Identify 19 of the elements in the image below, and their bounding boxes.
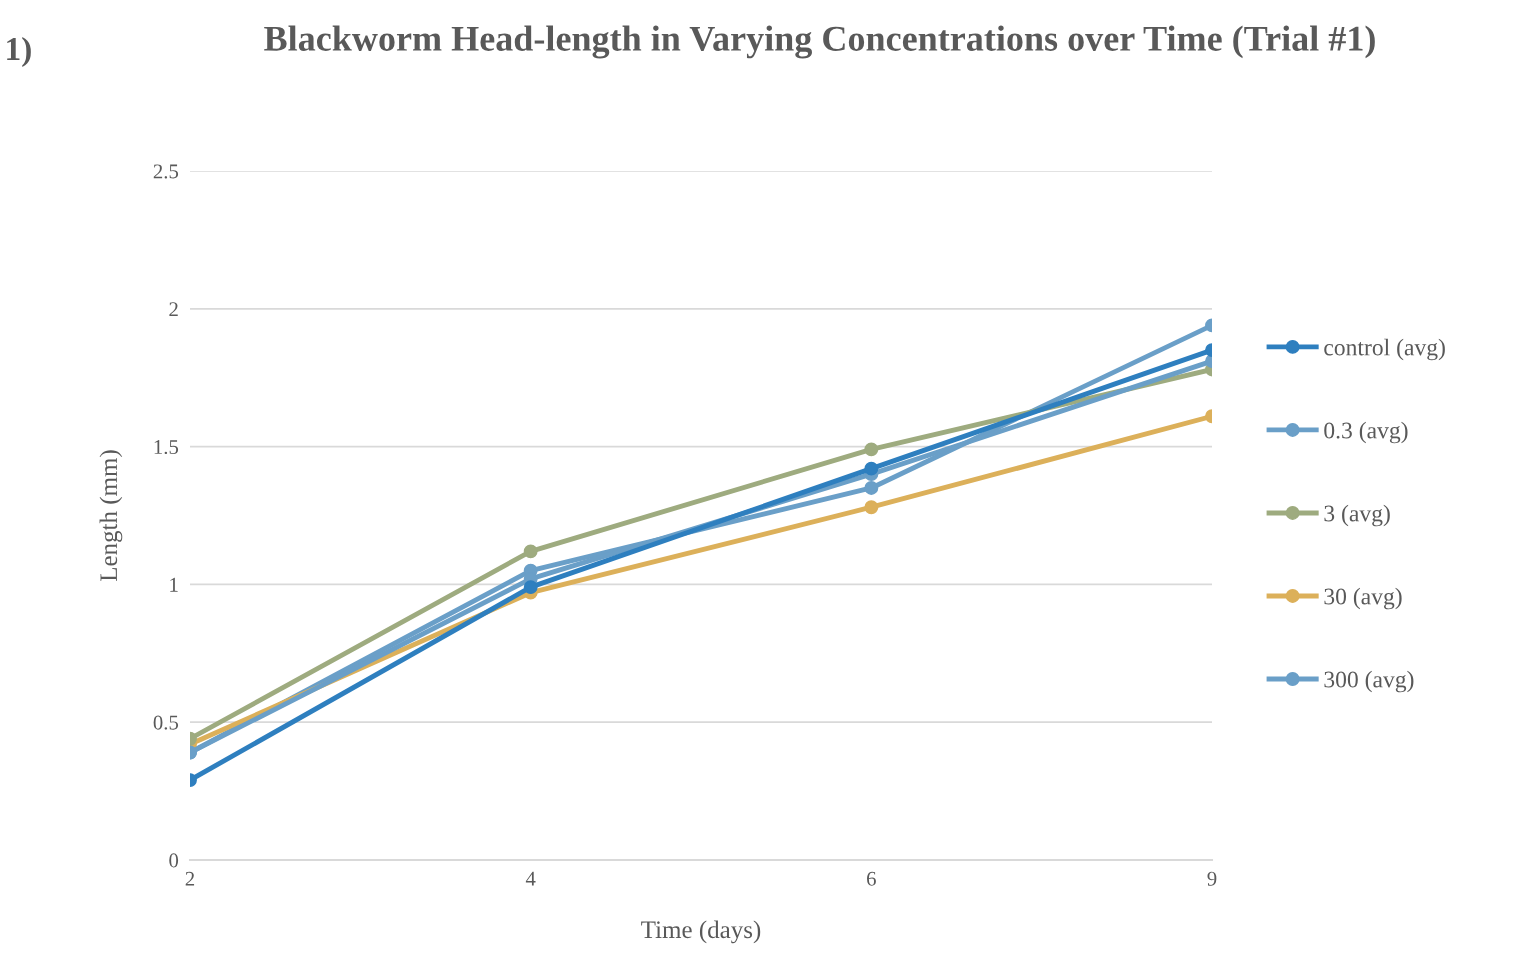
legend-label: 0.3 (avg) xyxy=(1324,421,1408,444)
y-tick-label: 2 xyxy=(169,302,178,317)
chart-title: Blackworm Head-length in Varying Concentrations over Time (Trial #1) xyxy=(264,25,1375,59)
legend-label: 30 (avg) xyxy=(1324,587,1402,610)
y-tick-label: 2.5 xyxy=(153,164,179,179)
legend-label: 300 (avg) xyxy=(1324,670,1414,693)
legend-label: control (avg) xyxy=(1324,338,1445,361)
x-tick-label: 2 xyxy=(185,871,195,886)
y-tick-label: 1.5 xyxy=(154,440,179,455)
text: 1) xyxy=(7,36,31,68)
x-tick-label: 4 xyxy=(525,871,536,886)
x-tick-label: 9 xyxy=(1207,871,1217,886)
x-axis-title: Time (days) xyxy=(641,920,761,944)
y-tick-label: 0 xyxy=(169,853,179,868)
legend-label: 3 (avg) xyxy=(1324,504,1390,527)
y-tick-label: 1 xyxy=(170,577,178,592)
x-tick-label: 6 xyxy=(867,871,876,886)
y-tick-label: 0.5 xyxy=(153,715,179,730)
y-axis-title: Length (mm) xyxy=(99,450,123,582)
